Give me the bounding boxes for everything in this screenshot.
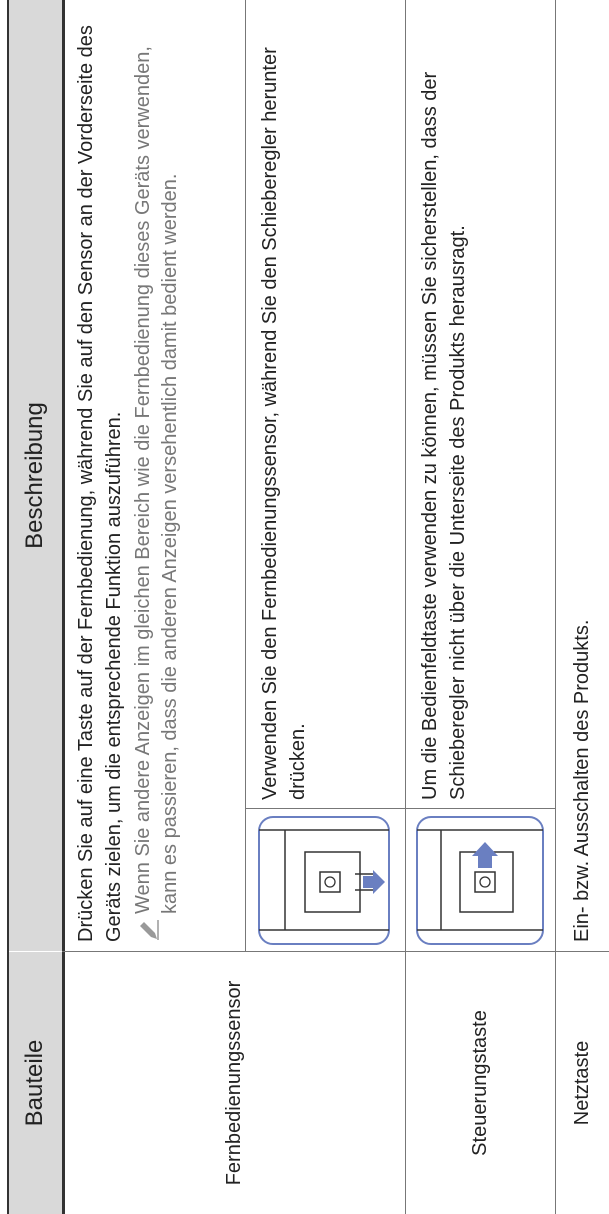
- note-icon: [140, 920, 159, 940]
- part-label: Netztaste: [571, 1040, 593, 1126]
- illustration: [416, 816, 544, 945]
- header-cell: Beschreibung: [8, 0, 62, 951]
- usage: Verwenden Sie den Fernbedienungssensor, …: [259, 47, 309, 800]
- part-label: Steuerungstaste: [469, 1010, 491, 1156]
- rule: [7, 0, 9, 1214]
- description: Drücken Sie auf eine Taste auf der Fernb…: [75, 25, 125, 942]
- note: Wenn Sie andere Anzeigen im gleichen Ber…: [132, 46, 181, 914]
- description: Um die Bedienfeldtaste verwenden zu könn…: [419, 71, 469, 800]
- description: Ein- bzw. Ausschalten des Produkts.: [571, 619, 593, 942]
- header-cell: Bauteile: [8, 952, 62, 1214]
- part-label: Fernbedienungssensor: [222, 980, 245, 1186]
- illustration: [258, 816, 390, 945]
